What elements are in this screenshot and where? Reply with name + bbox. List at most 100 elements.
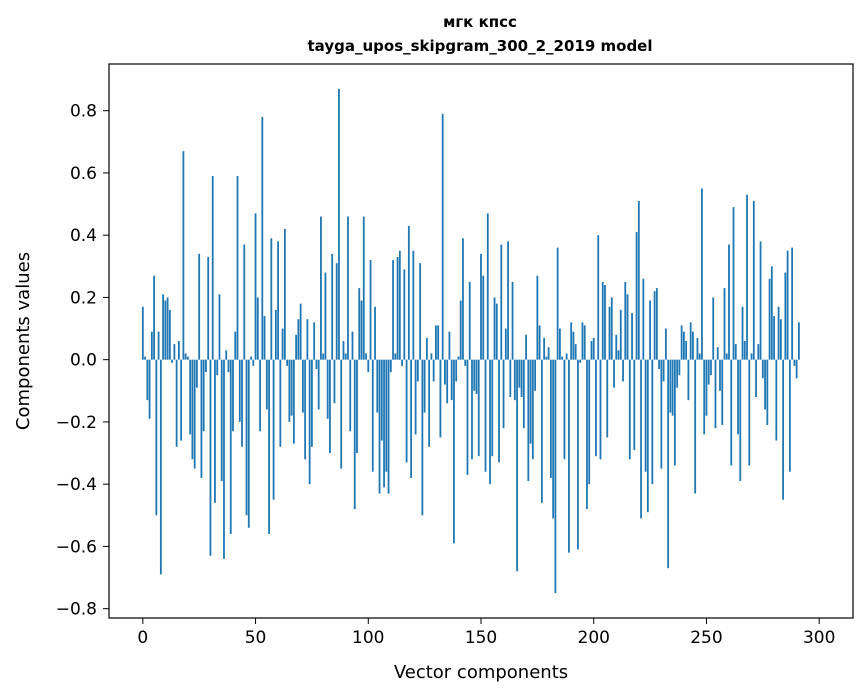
bar [766,359,769,426]
bar [516,359,518,572]
bar [502,359,505,429]
bar [421,359,424,516]
x-tick-label: 0 [137,628,148,648]
bar [606,359,609,438]
bar [414,359,417,435]
bar [446,359,449,404]
bar [784,272,787,360]
bar [313,322,316,360]
bar [347,216,349,360]
bar [392,260,394,360]
bar [552,359,555,519]
bar [495,303,498,360]
bar [184,353,187,360]
bar [175,359,178,447]
bar [673,359,676,466]
bar [171,359,174,363]
bar [710,359,712,376]
chart-subtitle: tayga_upos_skipgram_300_2_2019 model [308,37,653,55]
bar [561,356,564,360]
bar [304,359,307,460]
bar [556,247,559,360]
bar [610,297,613,360]
bar [466,359,469,475]
y-tick-label: −0.6 [56,537,97,557]
bar [734,344,737,360]
bar [707,359,710,385]
bar [311,359,313,447]
bar [455,359,458,382]
bar [365,353,367,360]
bar [662,359,665,382]
bar [725,353,728,360]
bar [263,316,266,360]
bar [653,291,656,360]
bar [680,325,683,360]
bar [473,359,476,391]
bar [728,244,730,360]
bar [308,359,311,485]
bar [628,359,631,460]
bar [646,359,649,513]
bar [746,194,748,360]
bar [353,359,356,510]
bar [329,359,331,454]
bar [227,359,230,373]
bar [351,331,354,360]
bar [721,359,724,426]
bar [405,359,408,463]
bar [692,331,694,360]
bar [272,359,275,500]
bar [739,359,742,482]
y-axis-label: Components values [13,252,34,430]
bar [322,353,325,360]
bar [331,253,334,360]
bar [344,353,347,360]
bars-group [141,88,800,594]
y-tick-label: 0.8 [70,102,97,122]
bar [196,359,198,388]
bar [624,281,627,360]
x-axis-ticks: 0 50 100 150 200 250 300 [137,618,835,648]
bar [301,359,304,413]
bar [335,263,338,360]
bar [412,250,415,360]
bar [635,232,638,360]
bar [265,359,268,410]
bar [207,256,210,360]
bar [146,359,149,401]
bar [268,359,270,534]
bar [714,359,717,429]
bar [619,309,622,360]
bar [419,263,422,360]
bar [191,359,194,460]
bar [270,238,273,360]
bar [349,359,352,432]
bar [173,344,176,360]
bar [486,213,489,360]
bar [678,359,681,376]
bar [459,300,462,360]
bar [730,359,733,466]
bar [205,359,207,373]
bar [324,272,327,360]
bar [340,359,343,469]
bar [696,337,699,360]
bar [572,331,575,360]
bar [737,359,739,435]
bar [540,359,543,503]
bar [529,359,532,444]
x-axis-label: Vector components [394,662,568,683]
bar [759,241,762,360]
bar [157,331,160,360]
bar [232,359,234,432]
bar [660,359,663,469]
bar [689,322,692,360]
bar [410,359,413,478]
bar [705,359,708,416]
bar [432,359,435,382]
bar [732,207,735,360]
bar [144,356,146,360]
bar [462,238,464,360]
